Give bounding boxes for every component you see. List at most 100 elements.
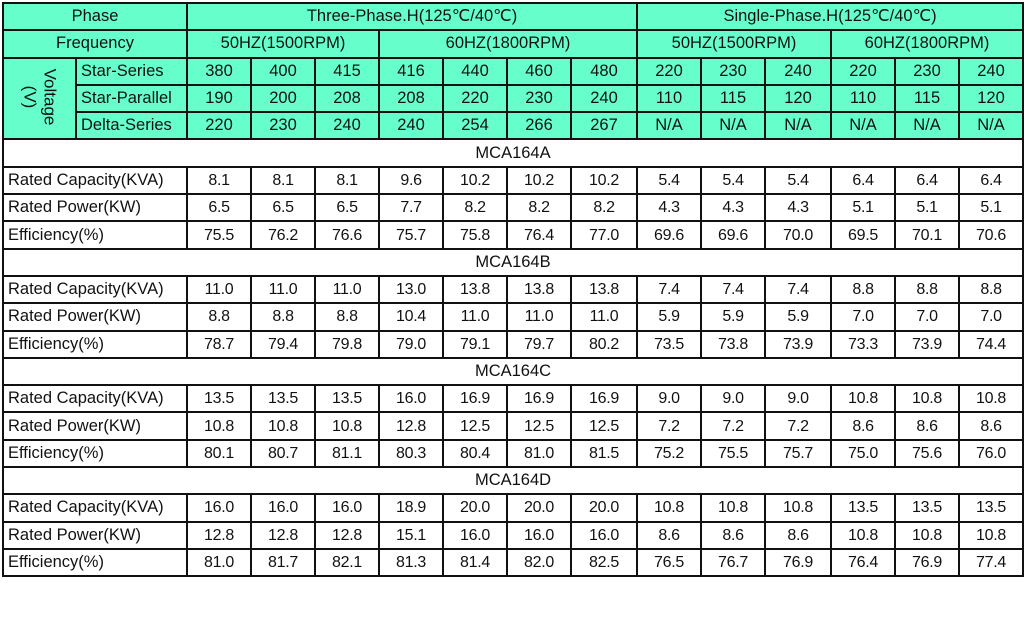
data-cell: 13.8: [506, 274, 573, 305]
voltage-label-cell: Voltage (V): [2, 56, 77, 141]
voltage-value: 230: [700, 56, 767, 86]
data-cell: 76.6: [314, 220, 381, 250]
data-cell: 8.6: [958, 411, 1024, 441]
table-row: Efficiency(%) 80.1 80.7 81.1 80.3 80.4 81.0 81.…: [1, 438, 1024, 469]
data-cell: 81.1: [314, 438, 381, 469]
voltage-value: 220: [442, 83, 509, 114]
data-cell: 76.2: [250, 220, 317, 250]
data-cell: 81.3: [378, 547, 445, 578]
model-title-row: MCA164D: [1, 466, 1024, 496]
frequency-heading: 60HZ(1800RPM): [378, 29, 639, 59]
model-title-row: MCA164B: [1, 247, 1024, 277]
frequency-header-row: Frequency 50HZ(1500RPM) 60HZ(1800RPM) 50HZ(…: [1, 29, 1024, 59]
data-cell: 8.8: [250, 302, 317, 332]
data-cell: 78.7: [186, 329, 253, 359]
data-cell: 13.5: [958, 493, 1024, 523]
voltage-value: 190: [186, 83, 253, 114]
data-cell: 10.8: [958, 384, 1024, 414]
voltage-value: 208: [314, 83, 381, 114]
data-cell: 6.5: [186, 193, 253, 223]
model-name: MCA164D: [1, 466, 1024, 496]
data-cell: 11.0: [442, 302, 509, 332]
data-cell: 5.1: [894, 193, 961, 223]
data-cell: 12.8: [186, 520, 253, 550]
data-cell: 7.7: [378, 193, 445, 223]
data-cell: 16.9: [570, 384, 639, 414]
data-cell: 8.2: [442, 193, 509, 223]
voltage-value: 110: [830, 83, 897, 114]
data-cell: 75.7: [378, 220, 445, 250]
voltage-value: 416: [378, 56, 445, 86]
data-cell: 9.6: [378, 165, 445, 196]
data-cell: 79.8: [314, 329, 381, 359]
voltage-connection-label: Star-Parallel: [74, 83, 189, 114]
data-cell: 13.5: [830, 493, 897, 523]
data-cell: 81.4: [442, 547, 509, 578]
voltage-row: Voltage (V) Star-Series 380 400 415 416 440 460…: [2, 56, 1024, 141]
data-cell: 79.4: [250, 329, 317, 359]
data-cell: 70.1: [894, 220, 961, 250]
data-cell: 5.9: [636, 302, 703, 332]
data-cell: 16.9: [442, 384, 509, 414]
data-cell: 80.4: [442, 438, 509, 469]
model-name: MCA164A: [1, 138, 1024, 168]
data-cell: 10.4: [378, 302, 445, 332]
table-row: Efficiency(%) 78.7 79.4 79.8 79.0 79.1 79.7 80.…: [1, 329, 1024, 359]
data-cell: 10.8: [894, 384, 961, 414]
voltage-value: 120: [958, 83, 1024, 114]
data-cell: 16.0: [442, 520, 509, 550]
data-cell: 80.7: [250, 438, 317, 469]
data-cell: 15.1: [378, 520, 445, 550]
voltage-value: N/A: [700, 111, 767, 141]
data-cell: 18.9: [378, 493, 445, 523]
data-cell: 73.5: [636, 329, 703, 359]
voltage-value: 120: [764, 83, 833, 114]
data-cell: 73.8: [700, 329, 767, 359]
data-cell: 75.5: [186, 220, 253, 250]
data-cell: 7.2: [700, 411, 767, 441]
voltage-value: 220: [186, 111, 253, 141]
data-cell: 79.7: [506, 329, 573, 359]
data-cell: 8.1: [314, 165, 381, 196]
voltage-value: 267: [570, 111, 639, 141]
model-name: MCA164B: [1, 247, 1024, 277]
data-cell: 12.5: [506, 411, 573, 441]
frequency-heading: 50HZ(1500RPM): [186, 29, 381, 59]
data-cell: 74.4: [958, 329, 1024, 359]
table-row: Rated Power(KW) 8.8 8.8 8.8 10.4 11.0 11.0 11.0…: [1, 302, 1024, 332]
frequency-heading: 50HZ(1500RPM): [636, 29, 833, 59]
data-cell: 8.8: [186, 302, 253, 332]
data-cell: 10.8: [830, 384, 897, 414]
voltage-value: 480: [570, 56, 639, 86]
data-cell: 76.4: [830, 547, 897, 578]
data-cell: 6.4: [894, 165, 961, 196]
data-cell: 76.5: [636, 547, 703, 578]
voltage-value: N/A: [830, 111, 897, 141]
frequency-heading: 60HZ(1800RPM): [830, 29, 1024, 59]
data-cell: 5.9: [700, 302, 767, 332]
data-cell: 12.8: [250, 520, 317, 550]
data-cell: 76.4: [506, 220, 573, 250]
voltage-value: 440: [442, 56, 509, 86]
data-cell: 75.5: [700, 438, 767, 469]
generator-spec-table-container: Phase Three-Phase.H(125℃/40℃) Single-Phase…: [1, 1, 1024, 578]
data-cell: 10.8: [186, 411, 253, 441]
data-cell: 73.9: [894, 329, 961, 359]
data-cell: 81.7: [250, 547, 317, 578]
data-cell: 16.0: [506, 520, 573, 550]
data-cell: 7.4: [636, 274, 703, 305]
data-cell: 4.3: [636, 193, 703, 223]
row-label: Rated Capacity(KVA): [1, 384, 189, 414]
data-cell: 81.5: [570, 438, 639, 469]
voltage-value: 380: [186, 56, 253, 86]
model-title-row: MCA164C: [1, 356, 1024, 387]
data-cell: 11.0: [250, 274, 317, 305]
voltage-value: N/A: [894, 111, 961, 141]
data-cell: 7.2: [764, 411, 833, 441]
data-cell: 10.2: [570, 165, 639, 196]
data-cell: 5.4: [764, 165, 833, 196]
phase-heading: Single-Phase.H(125℃/40℃): [636, 1, 1024, 32]
data-cell: 8.6: [700, 520, 767, 550]
data-cell: 10.8: [700, 493, 767, 523]
data-cell: 75.8: [442, 220, 509, 250]
